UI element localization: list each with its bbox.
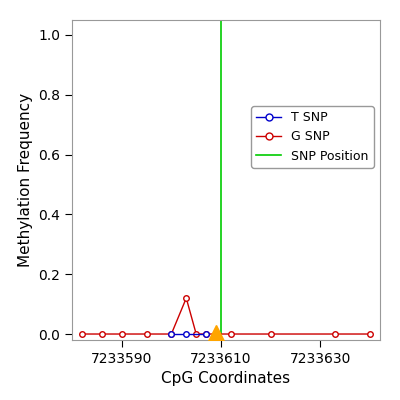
- Y-axis label: Methylation Frequency: Methylation Frequency: [18, 93, 33, 267]
- Legend: T SNP, G SNP, SNP Position: T SNP, G SNP, SNP Position: [251, 106, 374, 168]
- X-axis label: CpG Coordinates: CpG Coordinates: [162, 371, 290, 386]
